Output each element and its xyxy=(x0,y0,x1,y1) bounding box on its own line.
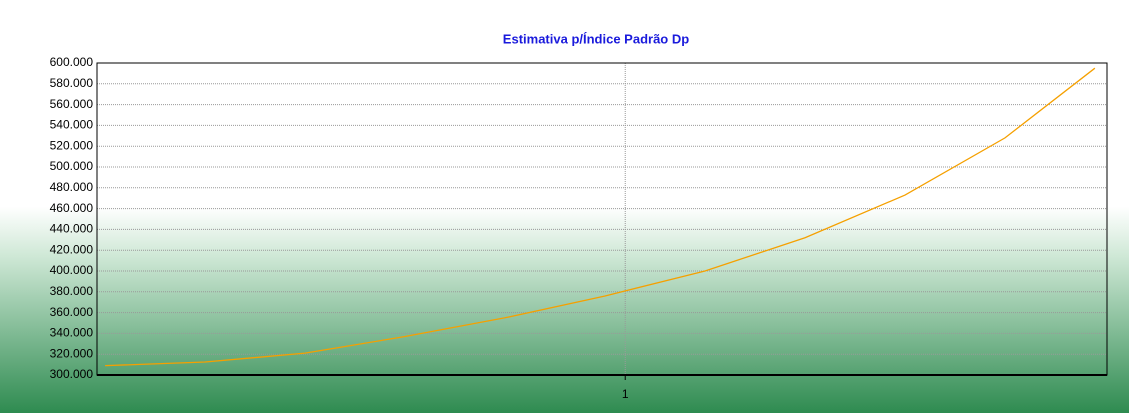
y-tick-label: 520.000 xyxy=(50,138,94,152)
y-tick-label: 440.000 xyxy=(50,222,94,236)
x-tick-label: 1 xyxy=(622,387,629,401)
y-tick-label: 600.000 xyxy=(50,55,94,69)
chart-title: Estimativa p/Índice Padrão Dp xyxy=(503,31,689,46)
y-tick-label: 360.000 xyxy=(50,305,94,319)
y-tick-label: 400.000 xyxy=(50,263,94,277)
y-tick-label: 300.000 xyxy=(50,367,94,381)
y-tick-label: 380.000 xyxy=(50,284,94,298)
y-tick-label: 560.000 xyxy=(50,97,94,111)
y-tick-label: 580.000 xyxy=(50,76,94,90)
y-tick-label: 460.000 xyxy=(50,201,94,215)
y-tick-label: 320.000 xyxy=(50,346,94,360)
series-line xyxy=(105,67,1096,367)
y-tick-label: 540.000 xyxy=(50,118,94,132)
y-tick-label: 500.000 xyxy=(50,159,94,173)
y-tick-label: 420.000 xyxy=(50,242,94,256)
y-tick-label: 340.000 xyxy=(50,326,94,340)
y-tick-label: 480.000 xyxy=(50,180,94,194)
